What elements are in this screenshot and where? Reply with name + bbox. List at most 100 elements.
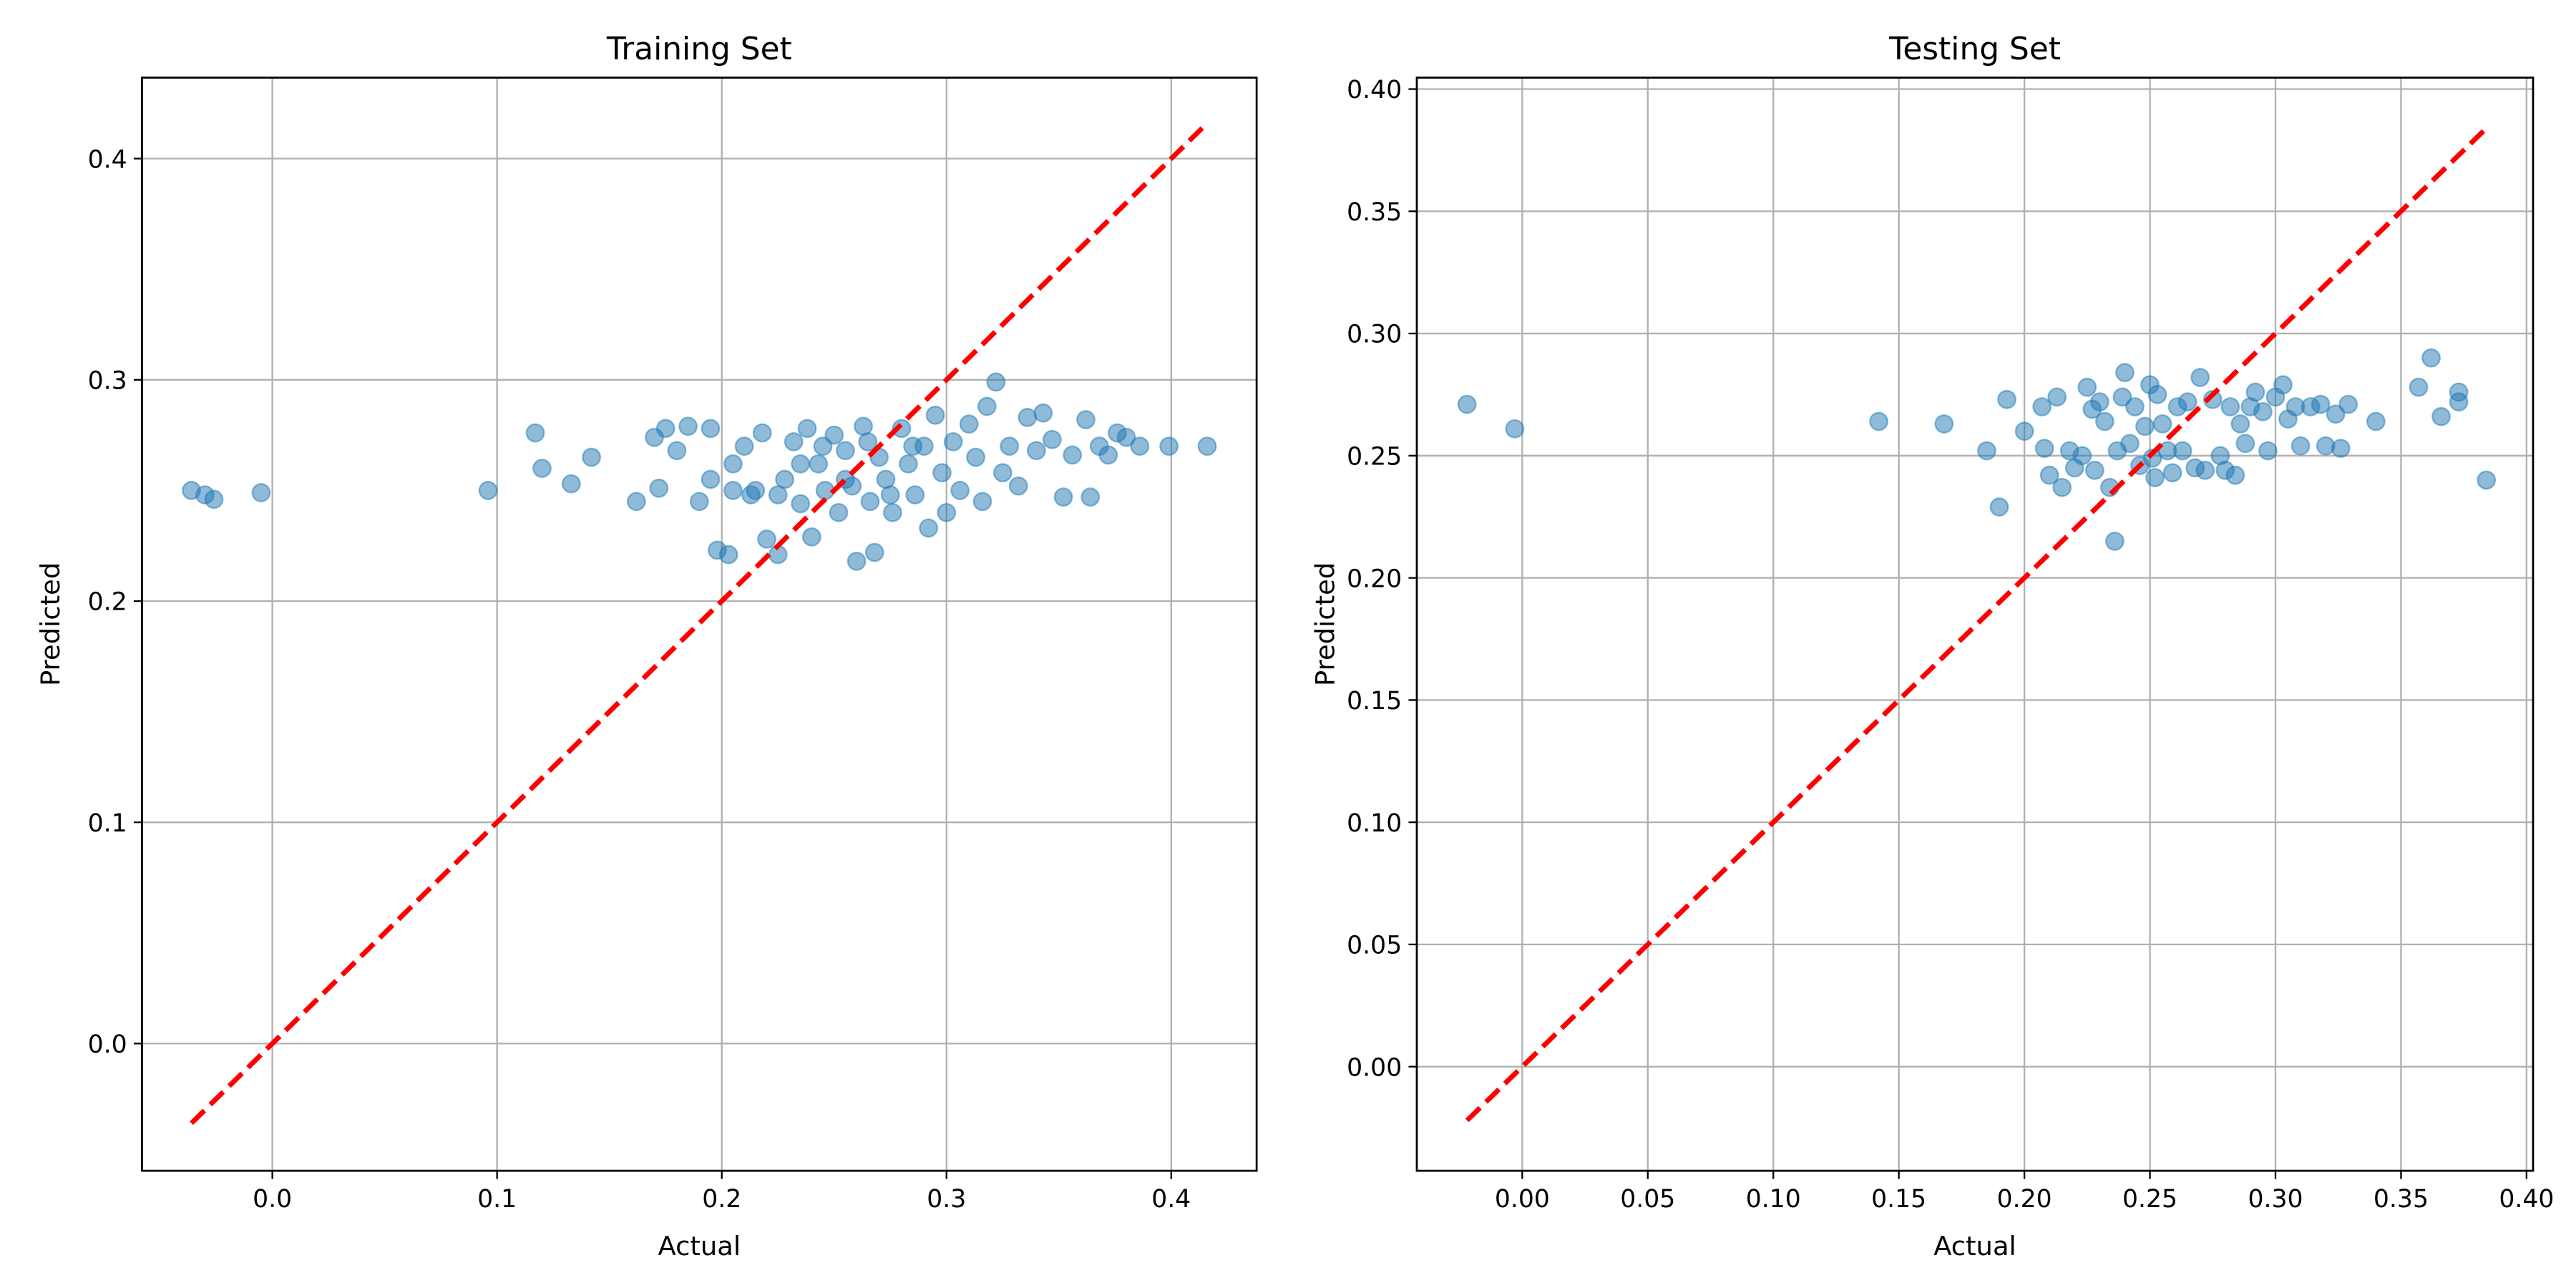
scatter-point	[746, 481, 766, 500]
scatter-point	[626, 492, 646, 512]
scatter-point	[2032, 397, 2052, 416]
scatter-point	[824, 425, 844, 445]
scatter-point	[1098, 445, 1118, 465]
scatter-point	[2039, 465, 2059, 485]
y-axis-label: Predicted	[1310, 562, 1341, 686]
scatter-point	[858, 431, 878, 452]
scatter-point	[723, 454, 743, 474]
y-tick-label: 0.4	[88, 145, 127, 174]
y-tick-label: 0.30	[1347, 321, 1402, 349]
scatter-point	[860, 492, 880, 512]
scatter-point	[1869, 411, 1888, 431]
scatter-point	[1130, 436, 1150, 456]
scatter-point	[2084, 460, 2104, 480]
scatter-point	[880, 485, 900, 504]
x-tick-label: 0.2	[702, 1185, 741, 1214]
scatter-point	[1008, 476, 1028, 496]
scatter-point	[2290, 436, 2311, 456]
scatter-point	[966, 447, 985, 467]
scatter-point	[718, 545, 738, 565]
scatter-point	[2034, 439, 2054, 458]
scatter-point	[1116, 427, 1136, 447]
x-tick-label: 0.0	[253, 1185, 292, 1214]
scatter-point	[986, 372, 1006, 392]
scatter-point	[959, 414, 979, 434]
scatter-point	[2273, 375, 2293, 395]
scatter-point	[2105, 531, 2124, 551]
scatter-point	[2421, 348, 2441, 368]
scatter-point	[1080, 487, 1101, 507]
x-axis-label: Actual	[658, 1231, 741, 1262]
scatter-point	[701, 419, 721, 439]
scatter-point	[2172, 441, 2192, 461]
scatter-point	[1997, 389, 2016, 409]
scatter-point	[1076, 410, 1096, 429]
y-tick-label: 0.15	[1347, 687, 1402, 716]
scatter-point	[582, 447, 601, 467]
scatter-point	[2147, 385, 2167, 404]
scatter-point	[2145, 468, 2165, 487]
scatter-point	[1934, 414, 1954, 434]
scatter-point	[251, 483, 271, 502]
x-tick-label: 0.1	[477, 1185, 517, 1214]
scatter-point	[1026, 441, 1046, 461]
scatter-point	[752, 423, 772, 443]
plot-frame	[141, 77, 1258, 1172]
scatter-point	[903, 436, 923, 456]
scatter-point	[701, 469, 721, 489]
scatter-point	[829, 502, 849, 522]
y-tick-label: 0.00	[1347, 1053, 1402, 1082]
scatter-point	[2120, 434, 2140, 454]
plot-frame	[1415, 77, 2534, 1172]
scatter-point	[768, 485, 788, 504]
scatter-point	[791, 454, 811, 474]
scatter-point	[2152, 414, 2172, 434]
x-tick-label: 0.25	[2122, 1185, 2177, 1214]
y-tick-label: 0.3	[88, 367, 127, 396]
scatter-point	[2047, 387, 2067, 407]
scatter-point	[2431, 406, 2451, 426]
scatter-point	[2253, 401, 2273, 421]
scatter-point	[2095, 411, 2114, 431]
x-tick-label: 0.35	[2373, 1185, 2429, 1214]
x-tick-label: 0.30	[2248, 1185, 2303, 1214]
scatter-point	[797, 419, 817, 439]
x-axis-label: Actual	[1933, 1231, 2016, 1262]
scatter-point	[1033, 403, 1053, 423]
scatter-point	[1457, 394, 1477, 414]
scatter-point	[809, 454, 829, 474]
y-tick-label: 0.0	[88, 1030, 127, 1059]
scatter-point	[2195, 460, 2215, 480]
scatter-point	[1000, 436, 1020, 456]
scatter-point	[836, 441, 855, 461]
scatter-point	[977, 396, 997, 416]
scatter-point	[2142, 448, 2162, 468]
scatter-point	[864, 542, 884, 562]
scatter-point	[1063, 445, 1083, 465]
scatter-point	[1018, 407, 1038, 427]
scatter-point	[204, 489, 224, 509]
scatter-point	[898, 454, 918, 474]
scatter-point	[813, 436, 833, 456]
scatter-point	[2115, 363, 2135, 383]
scatter-point	[925, 405, 945, 425]
x-tick-label: 0.4	[1151, 1185, 1191, 1214]
scatter-point	[2190, 368, 2210, 387]
scatter-point	[2202, 389, 2223, 409]
scatter-point	[2135, 416, 2155, 436]
reference-line	[190, 121, 1209, 1126]
scatter-point	[2449, 392, 2469, 412]
scatter-point	[892, 419, 912, 439]
scatter-point	[943, 431, 963, 452]
scatter-point	[2052, 477, 2072, 497]
y-tick-label: 0.2	[88, 588, 127, 617]
scatter-point	[992, 463, 1013, 483]
scatter-point	[2338, 394, 2358, 414]
scatter-point	[883, 502, 902, 522]
scatter-point	[1977, 441, 1996, 461]
scatter-point	[2125, 397, 2145, 416]
chart-title: Testing Set	[1888, 31, 2061, 67]
scatter-point	[905, 485, 925, 504]
